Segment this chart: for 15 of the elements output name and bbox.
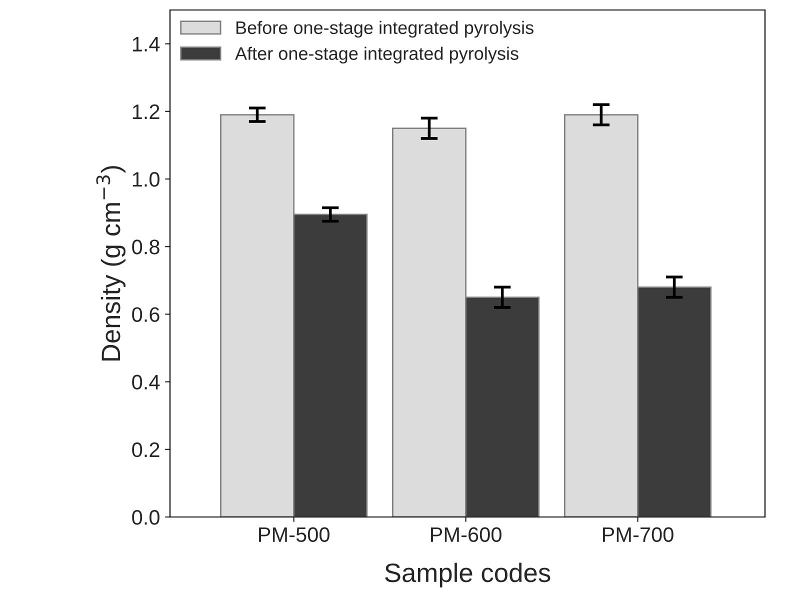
y-tick-label: 1.2 xyxy=(132,104,160,119)
y-tick-label: 0.0 xyxy=(132,510,160,525)
y-tick-label: 0.2 xyxy=(132,442,160,458)
y-axis-title: Density (g cm$^{−3}$) xyxy=(96,166,126,361)
x-axis-title: Sample codes xyxy=(385,562,550,588)
y-tick-label: 0.6 xyxy=(132,307,160,322)
y-tick-label: 1.0 xyxy=(132,172,160,187)
legend-label: After one-stage integrated pyrolysis xyxy=(235,46,518,64)
x-tick-label: PM-700 xyxy=(602,527,674,542)
x-tick-label: PM-500 xyxy=(259,527,330,542)
y-tick-label: 0.8 xyxy=(132,240,160,254)
y-tick-label: 1.4 xyxy=(132,37,160,52)
legend-label: Before one-stage integrated pyrolysis xyxy=(236,20,534,38)
y-tick-label: 0.4 xyxy=(132,374,160,390)
x-tick-label: PM-600 xyxy=(431,527,502,542)
